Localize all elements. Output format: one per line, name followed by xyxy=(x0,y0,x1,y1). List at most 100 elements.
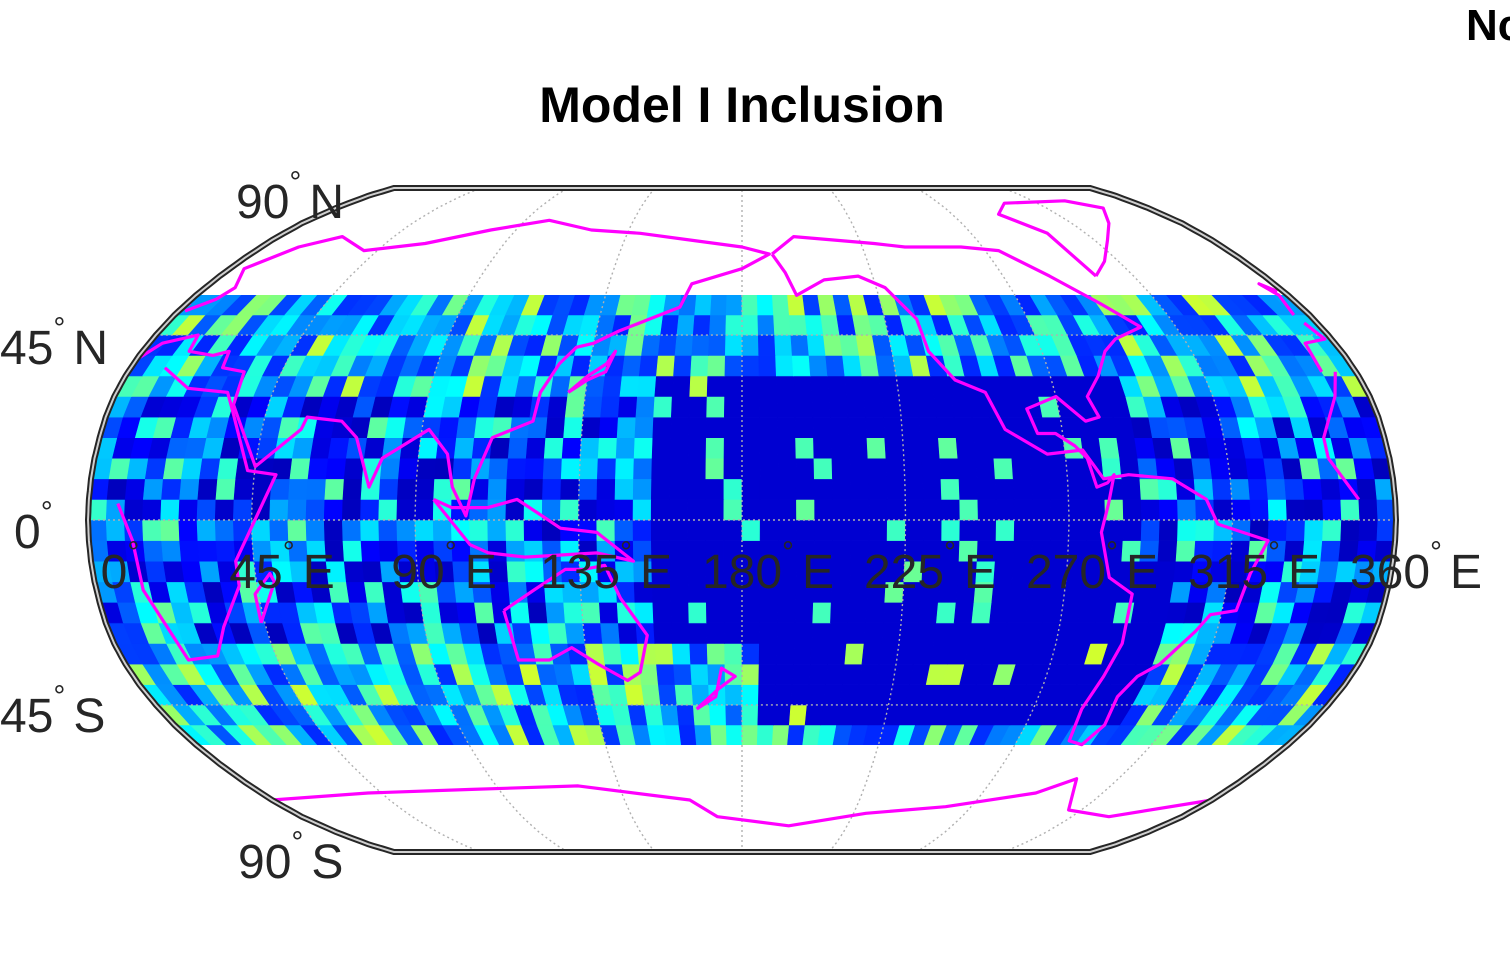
grid-cell xyxy=(831,457,851,480)
grid-cell xyxy=(921,457,942,480)
grid-cell xyxy=(652,601,672,624)
grid-cell xyxy=(1322,519,1342,541)
grid-cell xyxy=(1177,499,1197,521)
grid-cell xyxy=(950,622,973,644)
grid-cell xyxy=(723,437,743,459)
grid-cell xyxy=(741,643,760,665)
grid-cell xyxy=(507,437,529,459)
grid-cell xyxy=(600,622,621,644)
grid-cell xyxy=(487,478,508,500)
grid-cell xyxy=(759,416,779,439)
grid-cell xyxy=(771,294,790,316)
longitude-label: 90° E xyxy=(391,536,496,599)
grid-cell xyxy=(660,314,680,336)
corner-title-fragment: Nc xyxy=(1466,1,1510,50)
grid-cell xyxy=(197,478,218,500)
grid-cell xyxy=(563,416,584,439)
grid-cell xyxy=(709,314,727,336)
grid-cell xyxy=(757,334,776,356)
grid-cell xyxy=(1139,478,1160,500)
grid-cell xyxy=(505,478,526,500)
grid-cell xyxy=(741,396,761,418)
grid-cell xyxy=(865,416,886,439)
grid-cell xyxy=(903,457,924,480)
grid-cell xyxy=(1358,499,1379,521)
grid-cell xyxy=(673,355,693,377)
grid-cell xyxy=(1049,478,1069,500)
grid-cell xyxy=(1247,478,1269,500)
grid-cell xyxy=(793,643,813,665)
grid-cell xyxy=(936,601,957,624)
grid-cell xyxy=(632,519,652,541)
grid-cell xyxy=(688,601,707,624)
grid-cell xyxy=(759,478,779,500)
grid-cell xyxy=(723,519,743,541)
grid-cell xyxy=(863,622,884,644)
grid-cell xyxy=(438,416,460,439)
grid-cell xyxy=(547,622,568,644)
grid-cell xyxy=(596,499,616,521)
grid-cell xyxy=(694,724,713,746)
grid-cell xyxy=(706,643,726,665)
grid-cell xyxy=(993,457,1014,480)
grid-cell xyxy=(886,519,906,541)
grid-cell xyxy=(830,437,851,459)
grid-cell xyxy=(178,519,199,541)
grid-cell xyxy=(977,499,997,521)
grid-cell xyxy=(825,663,846,685)
grid-cell xyxy=(971,416,993,439)
grid-cell xyxy=(920,437,941,459)
grid-cell xyxy=(487,519,507,541)
grid-cell xyxy=(1140,499,1161,521)
grid-cell xyxy=(705,601,725,624)
grid-cell xyxy=(657,684,678,706)
grid-cell xyxy=(637,643,657,665)
grid-cell xyxy=(705,457,725,480)
grid-cell xyxy=(456,416,478,439)
grid-cell xyxy=(545,416,566,439)
grid-cell xyxy=(795,457,815,480)
grid-cell xyxy=(142,540,164,562)
grid-cell xyxy=(199,560,221,583)
grid-cell xyxy=(900,601,921,624)
grid-cell xyxy=(793,396,814,418)
grid-cell xyxy=(1340,499,1361,521)
grid-cell xyxy=(597,437,618,459)
grid-cell xyxy=(638,355,659,377)
grid-cell xyxy=(796,499,816,521)
grid-cell xyxy=(823,684,843,706)
grid-cell xyxy=(830,416,850,439)
grid-cell xyxy=(741,724,759,746)
grid-cell xyxy=(759,601,779,624)
grid-cell xyxy=(953,601,975,624)
grid-cell xyxy=(456,601,478,624)
grid-cell xyxy=(1050,519,1070,541)
grid-cell xyxy=(757,704,775,726)
grid-cell xyxy=(1059,416,1082,439)
grid-cell xyxy=(560,457,581,480)
longitude-label: 45° E xyxy=(229,536,334,599)
grid-cell xyxy=(379,457,401,480)
grid-cell xyxy=(1191,457,1213,480)
longitude-label: 225° E xyxy=(864,536,996,599)
grid-cell xyxy=(614,499,634,521)
grid-cell xyxy=(1211,478,1233,500)
grid-cell xyxy=(842,663,863,685)
grid-cell xyxy=(804,704,824,726)
grid-cell xyxy=(669,478,689,500)
grid-cell xyxy=(844,375,865,397)
grid-cell xyxy=(741,314,759,336)
grid-cell xyxy=(160,519,180,541)
grid-cell xyxy=(757,314,775,336)
grid-cell xyxy=(777,478,797,500)
grid-cell xyxy=(1140,519,1161,541)
grid-cell xyxy=(1031,499,1052,521)
grid-cell xyxy=(615,457,635,480)
grid-cell xyxy=(474,601,495,624)
grid-cell xyxy=(1158,519,1179,541)
grid-cell xyxy=(777,499,797,521)
grid-cell xyxy=(632,499,652,521)
grid-cell xyxy=(741,704,759,726)
grid-cell xyxy=(861,375,882,397)
